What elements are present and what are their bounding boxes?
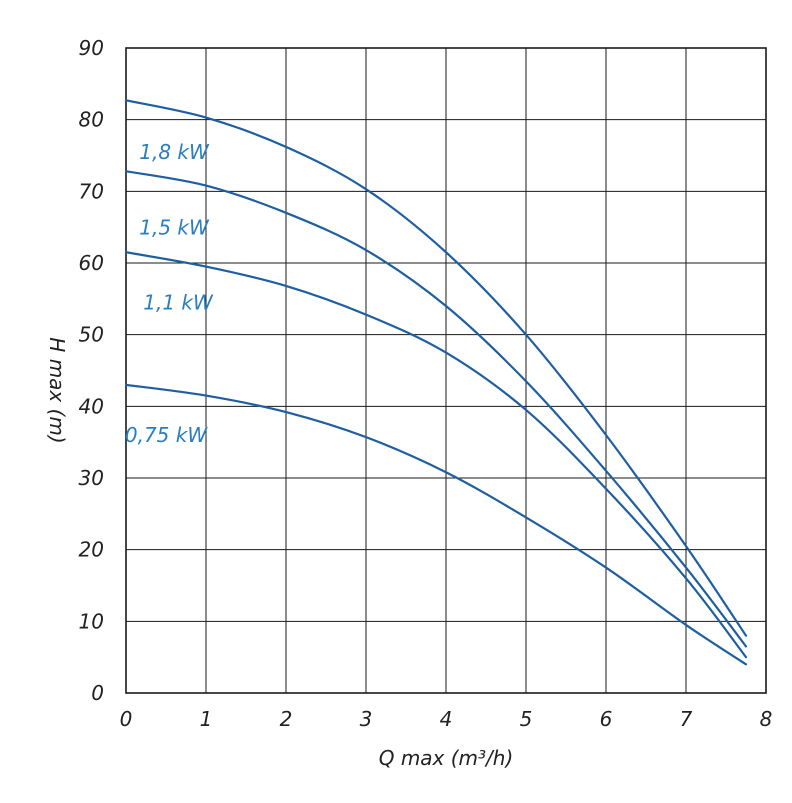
x-tick-label: 1	[200, 707, 213, 731]
y-tick-label: 30	[79, 466, 104, 490]
x-tick-label: 5	[520, 707, 533, 731]
x-tick-label: 2	[280, 707, 293, 731]
x-axis-ticks: 0 1 2 3 4 5 6 7 8	[120, 707, 773, 731]
y-tick-label: 70	[79, 179, 104, 203]
y-axis-title: H max (m)	[45, 337, 69, 443]
y-tick-label: 40	[79, 394, 104, 418]
series-line-1-8-kW	[124, 99, 748, 637]
series-line-0-75-kW	[124, 383, 748, 666]
series-label: 1,5 kW	[139, 215, 210, 239]
grid	[125, 47, 767, 694]
y-tick-label: 20	[79, 538, 104, 562]
y-tick-label: 50	[79, 323, 104, 347]
x-axis-title: Q max (m³/h)	[379, 746, 514, 770]
x-tick-label: 6	[600, 707, 613, 731]
series-label: 0,75 kW	[125, 423, 208, 447]
y-tick-label: 0	[91, 681, 104, 705]
y-tick-label: 80	[79, 108, 104, 132]
x-tick-label: 7	[680, 707, 693, 731]
series-labels: 1,8 kW 1,5 kW 1,1 kW 0,75 kW	[125, 140, 214, 447]
y-tick-label: 90	[79, 36, 104, 60]
series-label: 1,1 kW	[143, 291, 214, 315]
x-tick-label: 4	[440, 707, 453, 731]
series-label: 1,8 kW	[139, 140, 210, 164]
series-line-1-5-kW	[124, 170, 748, 648]
x-tick-label: 8	[760, 707, 773, 731]
plot-frame	[125, 47, 767, 694]
y-axis-ticks: 0 10 20 30 40 50 60 70 80 90	[79, 36, 104, 705]
series-group	[124, 99, 748, 666]
x-tick-label: 3	[360, 707, 373, 731]
series-line-1-1-kW	[124, 251, 748, 659]
y-tick-label: 10	[79, 609, 104, 633]
x-tick-label: 0	[120, 707, 133, 731]
y-tick-label: 60	[79, 251, 104, 275]
